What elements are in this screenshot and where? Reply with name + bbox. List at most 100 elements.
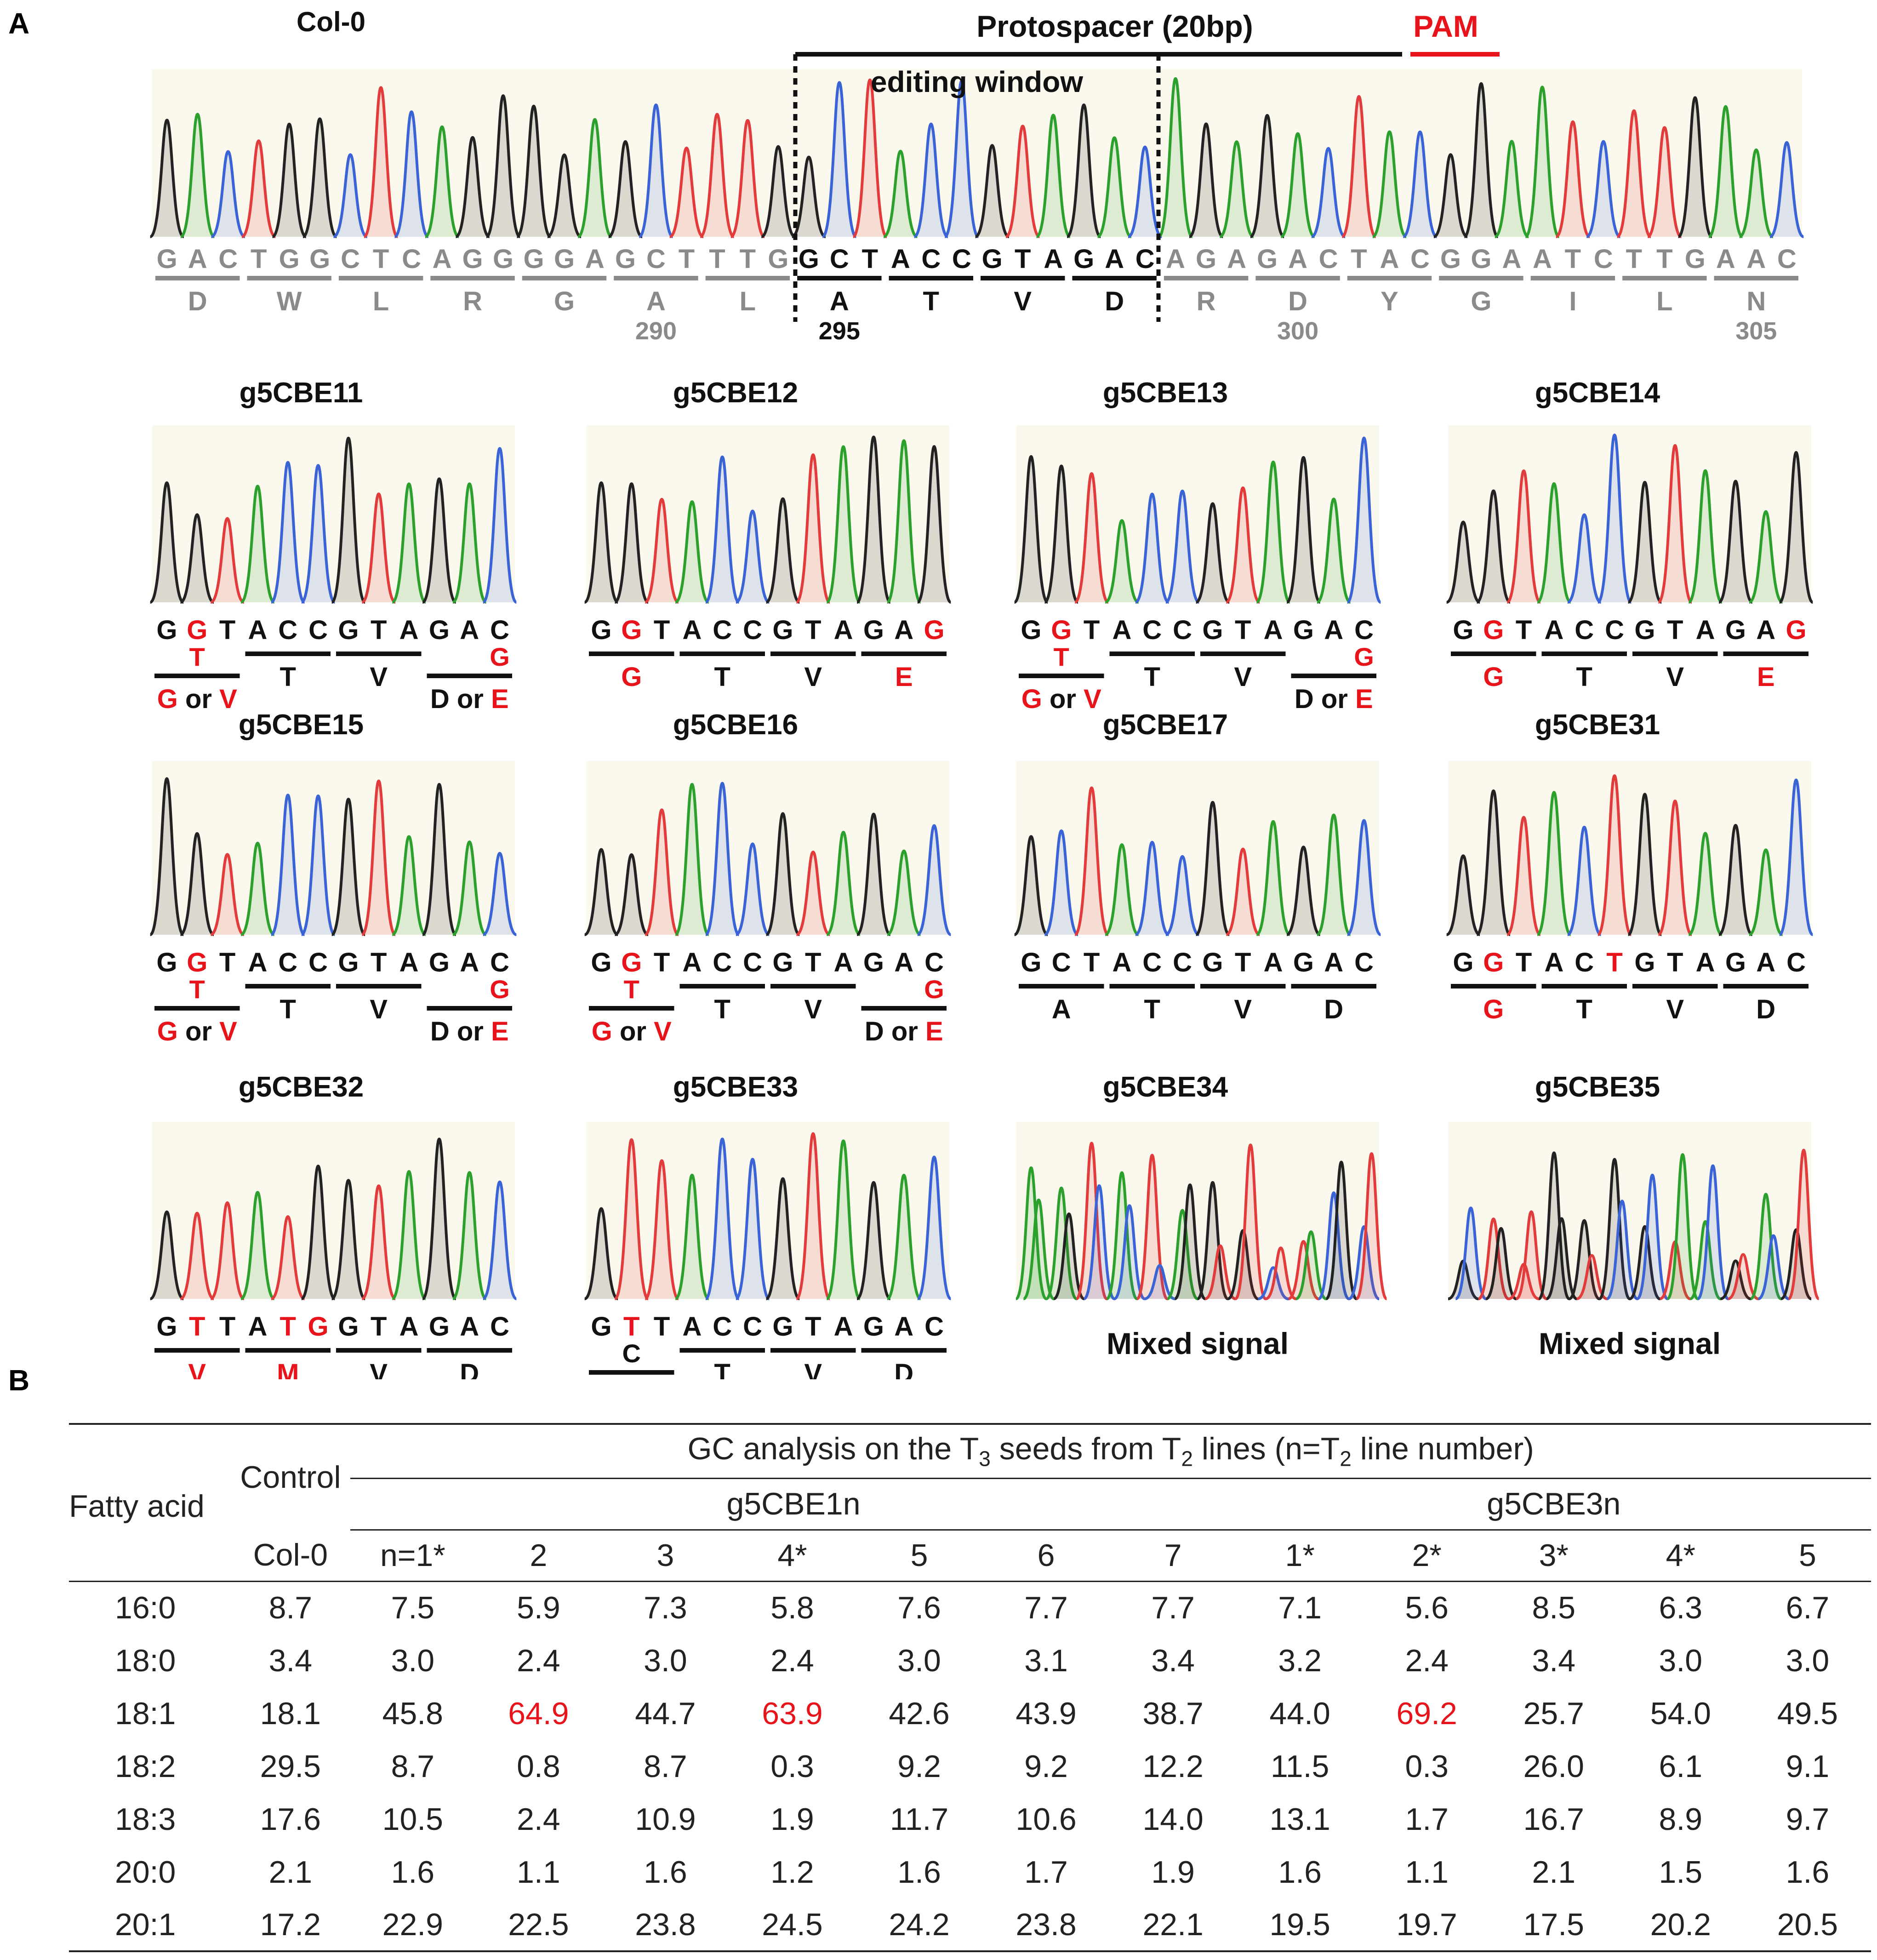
sample-base: A <box>1324 948 1343 977</box>
trace-peak <box>452 840 487 936</box>
trace-peak <box>1286 456 1321 604</box>
trace-peak <box>826 831 861 936</box>
trace-peak <box>455 136 491 238</box>
ref-base: T <box>740 244 756 274</box>
ref-base: C <box>952 244 971 274</box>
sample-base: A <box>894 1312 913 1342</box>
sample-base: A <box>894 615 913 645</box>
trace-peak <box>1536 791 1572 936</box>
trace-peak <box>765 497 800 604</box>
column-header: 4* <box>777 1538 807 1573</box>
sample-amino-acid: E <box>1757 662 1775 692</box>
sample-base: G <box>863 1312 884 1342</box>
table-cell: 1.7 <box>1024 1854 1068 1890</box>
sample-base: G <box>621 948 642 977</box>
table-cell: 9.2 <box>1024 1749 1068 1784</box>
trace-peak <box>614 853 649 936</box>
table-cell: 2.4 <box>517 1643 560 1678</box>
table-cell: 5.9 <box>517 1590 560 1626</box>
sample-base: G <box>772 615 793 645</box>
table-row: 16:0 8.7 7.5 5.9 7.3 5.8 7.6 7.7 7.7 7.1 5.6 8.5 6.3… <box>69 1581 1871 1634</box>
sample-base: G <box>156 948 177 977</box>
table-cell: 11.5 <box>1271 1749 1329 1784</box>
trace-peak <box>735 1158 770 1300</box>
table-cell: 6.3 <box>1659 1590 1703 1626</box>
sample-base: G <box>1725 615 1746 645</box>
trace-peak <box>1779 778 1814 936</box>
panel-label-b: B <box>8 1364 30 1397</box>
sample-amino-acid: G or V <box>157 684 237 714</box>
table-cell: 5.8 <box>770 1590 814 1626</box>
sample-base: G <box>1786 615 1807 645</box>
table-cell: 7.3 <box>644 1590 687 1626</box>
table-cell: 7.6 <box>897 1590 941 1626</box>
aa-option: V <box>219 684 237 714</box>
sample-base: C <box>490 948 509 977</box>
ref-base: A <box>1288 244 1307 274</box>
trace-peak <box>1104 843 1139 936</box>
trace-peak <box>1568 1219 1600 1300</box>
column-header: 2* <box>1412 1538 1442 1573</box>
ref-base: G <box>982 244 1003 274</box>
sample-amino-acid: T <box>280 662 296 692</box>
sample-base: C <box>278 948 297 977</box>
sample-base: A <box>1264 615 1283 645</box>
sample-amino-acid: D or E <box>865 1017 943 1046</box>
table-cell: 44.7 <box>635 1696 696 1731</box>
ref-base: A <box>1166 244 1185 274</box>
aa-or: or <box>178 1017 219 1046</box>
ref-amino-acid: A <box>646 286 666 316</box>
table-cell: 3.2 <box>1278 1643 1322 1678</box>
sample-amino-acid: T <box>714 662 730 692</box>
sample-amino-acid: G <box>1483 994 1504 1024</box>
editing-window-label: editing window <box>871 65 1083 98</box>
sample-amino-acid: D <box>1324 994 1343 1024</box>
trace-peak <box>1144 1264 1175 1300</box>
table-cell: 13.1 <box>1269 1801 1330 1837</box>
trace-peak <box>856 812 891 936</box>
chromatogram-panel: Col-0 Protospacer (20bp) PAM editing window… <box>149 6 1820 1411</box>
trace-peak <box>1627 793 1662 936</box>
table-cell: 9.7 <box>1786 1801 1830 1837</box>
trace-peak <box>330 436 367 604</box>
trace-peak <box>1485 1227 1517 1300</box>
column-header: 3 <box>656 1538 674 1573</box>
trace-peak <box>614 1138 649 1300</box>
trace-peak <box>822 81 857 238</box>
trace-peak <box>669 146 704 238</box>
trace-peak <box>1433 153 1468 238</box>
sample-base: G <box>187 615 207 645</box>
sample-title: g5CBE16 <box>673 709 798 741</box>
trace-peak <box>1750 1193 1782 1300</box>
trace-peak <box>240 841 275 936</box>
protospacer-label: Protospacer (20bp) <box>976 9 1253 43</box>
mixed-signal-label: Mixed signal <box>1539 1326 1721 1360</box>
aa-or: or <box>450 1017 491 1046</box>
sample-base: T <box>1084 615 1100 645</box>
trace-peak <box>1576 1254 1608 1300</box>
sample-amino-acid: M <box>277 1359 299 1379</box>
table-row: 18:0 3.4 3.0 2.4 3.0 2.4 3.0 3.1 3.4 3.2 2.4 3.4 3.0… <box>69 1634 1871 1687</box>
sample-amino-acid: V <box>804 662 822 692</box>
trace-peak <box>1567 513 1602 604</box>
trace-peak <box>705 455 740 604</box>
sample-base: T <box>623 1312 639 1342</box>
sample-base: T <box>189 1312 205 1342</box>
trace-peak <box>270 461 306 604</box>
sample-amino-acid: T <box>280 994 296 1024</box>
ref-base: A <box>891 244 910 274</box>
trace-peak <box>1718 480 1753 604</box>
sample-amino-acid: V <box>804 994 822 1024</box>
trace-peak <box>1627 480 1662 604</box>
aa-option: D <box>430 684 450 714</box>
trace-peak <box>1769 141 1804 238</box>
ref-base: C <box>341 244 360 274</box>
sample-base: G <box>772 1312 793 1342</box>
aa-option: G <box>592 1017 612 1046</box>
trace-peak <box>584 848 619 936</box>
col0-title: Col-0 <box>297 6 365 37</box>
trace-peak <box>1074 786 1109 936</box>
table-cell: 1.6 <box>391 1854 435 1890</box>
table-cell: 1.6 <box>644 1854 687 1890</box>
trace-peak <box>795 453 831 604</box>
